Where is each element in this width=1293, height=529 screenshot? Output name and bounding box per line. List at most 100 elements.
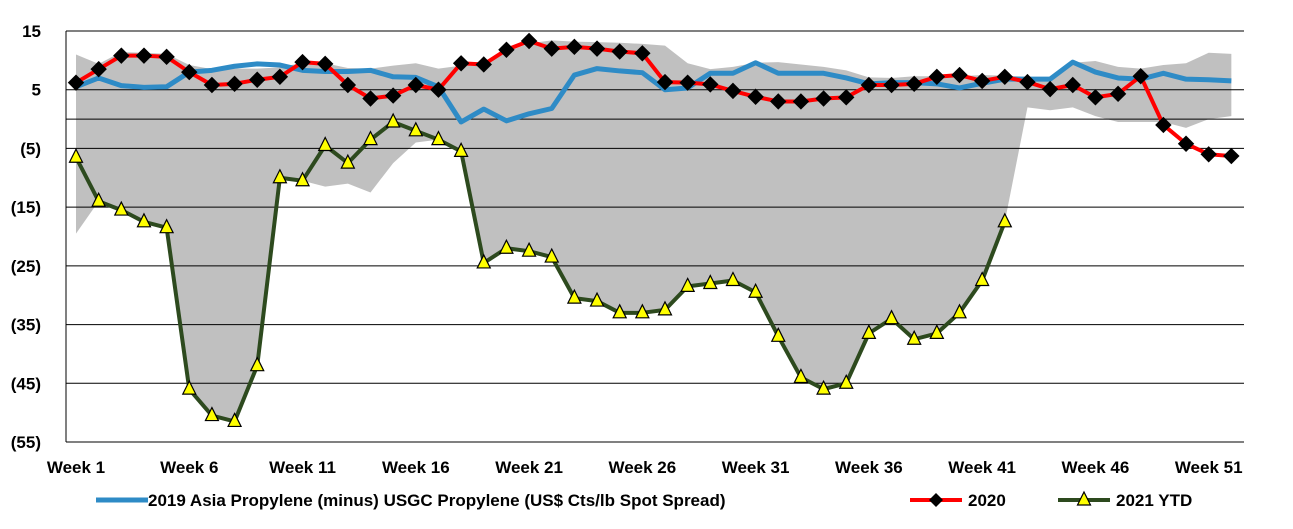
x-tick-label: Week 51	[1175, 458, 1243, 477]
point-2-0	[68, 147, 84, 163]
point-1-13	[362, 90, 379, 107]
point-1-10	[294, 53, 311, 71]
series-2	[68, 112, 1013, 428]
point-2-22	[566, 288, 582, 304]
point-2-25	[634, 303, 650, 319]
x-tick-label: Week 31	[722, 458, 790, 477]
point-2-9	[272, 168, 288, 184]
legend-item-0: 2019 Asia Propylene (minus) USGC Propyle…	[96, 491, 726, 510]
point-1-21	[543, 40, 560, 57]
x-tick-label: Week 46	[1062, 458, 1130, 477]
point-1-5	[181, 63, 198, 81]
point-2-7	[227, 412, 243, 428]
point-1-49	[1177, 135, 1195, 152]
y-tick-label: (45)	[11, 374, 41, 393]
x-tick-label: Week 16	[382, 458, 450, 477]
point-1-34	[838, 89, 855, 106]
legend-marker-1	[929, 493, 943, 507]
point-2-21	[544, 247, 560, 263]
point-2-11	[317, 136, 333, 152]
point-1-9	[271, 68, 289, 86]
point-1-14	[384, 87, 402, 104]
point-2-29	[725, 271, 741, 287]
x-axis-tick-labels: Week 1 Week 6 Week 11 Week 16 Week 21 Week 26…	[47, 458, 1243, 477]
point-1-30	[747, 88, 764, 105]
point-2-14	[385, 112, 401, 128]
point-2-3	[136, 212, 152, 228]
point-1-1	[90, 60, 107, 78]
x-tick-label: Week 21	[495, 458, 563, 477]
point-2-36	[884, 309, 900, 325]
legend: 2019 Asia Propylene (minus) USGC Propyle…	[96, 490, 1192, 510]
point-1-44	[1064, 76, 1081, 94]
point-2-1	[91, 191, 107, 207]
point-2-17	[453, 142, 469, 157]
point-2-35	[861, 324, 877, 339]
point-2-10	[295, 171, 311, 187]
x-tick-label: Week 26	[608, 458, 676, 477]
range-band-layer	[76, 40, 1232, 422]
point-1-6	[203, 76, 221, 94]
point-1-18	[475, 56, 492, 73]
point-2-24	[612, 303, 628, 319]
series-line-1	[74, 38, 1232, 159]
point-2-8	[249, 356, 265, 372]
point-1-3	[135, 47, 153, 64]
point-1-32	[792, 93, 810, 110]
axes	[65, 31, 1244, 443]
point-1-45	[1087, 89, 1104, 106]
series-0	[75, 59, 1232, 125]
point-1-15	[407, 76, 425, 94]
point-1-37	[905, 75, 923, 93]
point-1-36	[883, 76, 900, 94]
y-tick-label: (35)	[11, 316, 41, 335]
point-2-2	[113, 200, 129, 216]
y-tick-label: (55)	[11, 433, 41, 452]
point-1-41	[996, 68, 1014, 86]
point-2-30	[748, 282, 764, 298]
x-tick-label: Week 36	[835, 458, 903, 477]
point-1-27	[679, 74, 696, 91]
series-line-0	[75, 59, 1232, 125]
range-band	[76, 40, 1232, 422]
point-1-11	[316, 55, 334, 73]
legend-label-2: 2021 YTD	[1116, 491, 1192, 510]
point-2-18	[476, 253, 492, 269]
point-1-25	[634, 45, 651, 62]
legend-item-1: 2020	[910, 491, 1006, 510]
point-1-7	[226, 75, 243, 93]
x-tick-label: Week 11	[269, 458, 336, 477]
point-2-23	[589, 291, 605, 307]
point-1-40	[973, 72, 991, 90]
point-2-40	[974, 271, 990, 287]
point-2-15	[408, 121, 424, 137]
point-1-29	[724, 82, 742, 100]
point-1-50	[1200, 146, 1217, 163]
point-1-8	[249, 71, 266, 88]
point-2-27	[680, 277, 696, 293]
series-layer	[67, 32, 1240, 428]
y-tick-label: (25)	[11, 257, 41, 276]
point-2-5	[181, 379, 197, 395]
point-1-42	[1019, 73, 1036, 91]
legend-marker-2	[1076, 490, 1092, 506]
point-1-4	[158, 48, 175, 66]
point-1-12	[339, 76, 357, 94]
x-tick-label: Week 1	[47, 458, 105, 477]
series-1	[67, 32, 1240, 165]
y-tick-label: (5)	[20, 139, 41, 158]
point-2-38	[929, 324, 945, 339]
legend-label-1: 2020	[968, 491, 1006, 510]
point-2-32	[793, 368, 809, 384]
point-2-4	[159, 218, 175, 234]
point-1-26	[656, 73, 674, 91]
point-1-2	[113, 47, 130, 64]
point-2-13	[363, 130, 378, 146]
x-tick-label: Week 41	[948, 458, 1016, 477]
point-2-37	[906, 329, 922, 345]
point-1-31	[770, 93, 787, 110]
point-1-33	[815, 90, 832, 107]
point-1-38	[928, 68, 946, 86]
y-tick-label: 5	[32, 81, 41, 100]
